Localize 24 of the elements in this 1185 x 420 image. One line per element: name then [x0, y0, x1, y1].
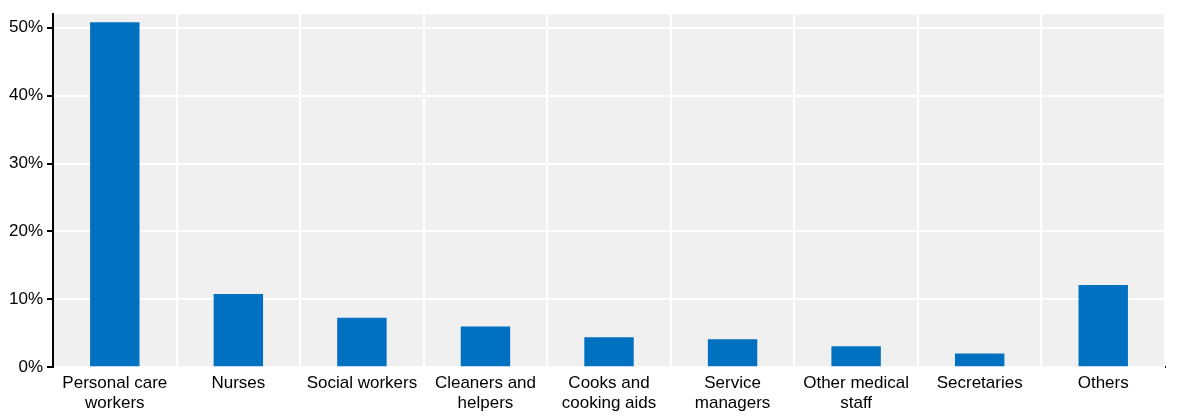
x-tick-label: Nurses	[211, 373, 266, 393]
x-tick-label: Others	[1077, 373, 1129, 393]
bar	[460, 326, 511, 367]
y-tick-label: 40%	[8, 85, 44, 105]
x-tick-label: Social workers	[306, 373, 418, 393]
bar	[831, 346, 881, 367]
y-tick-label: 10%	[8, 289, 44, 308]
bar	[1078, 285, 1128, 367]
bar	[584, 337, 634, 367]
x-tick-label: Secretaries	[936, 373, 1023, 393]
x-tick-label: Personal care workers	[62, 373, 168, 413]
bar	[337, 317, 387, 367]
x-tick-label: Other medical staff	[803, 373, 910, 413]
y-tick-label: 0%	[18, 356, 44, 376]
bar	[707, 339, 758, 367]
y-tick-label: 30%	[8, 153, 44, 173]
x-tick-label: Cleaners and helpers	[434, 373, 537, 413]
bar	[213, 293, 264, 367]
bar	[90, 22, 140, 367]
x-tick-label: Cooks and cooking aids	[561, 373, 657, 413]
bar	[954, 353, 1005, 367]
y-tick-label: 50%	[8, 17, 44, 37]
x-tick-label: Service managers	[694, 373, 771, 413]
y-tick-label: 20%	[8, 221, 44, 241]
